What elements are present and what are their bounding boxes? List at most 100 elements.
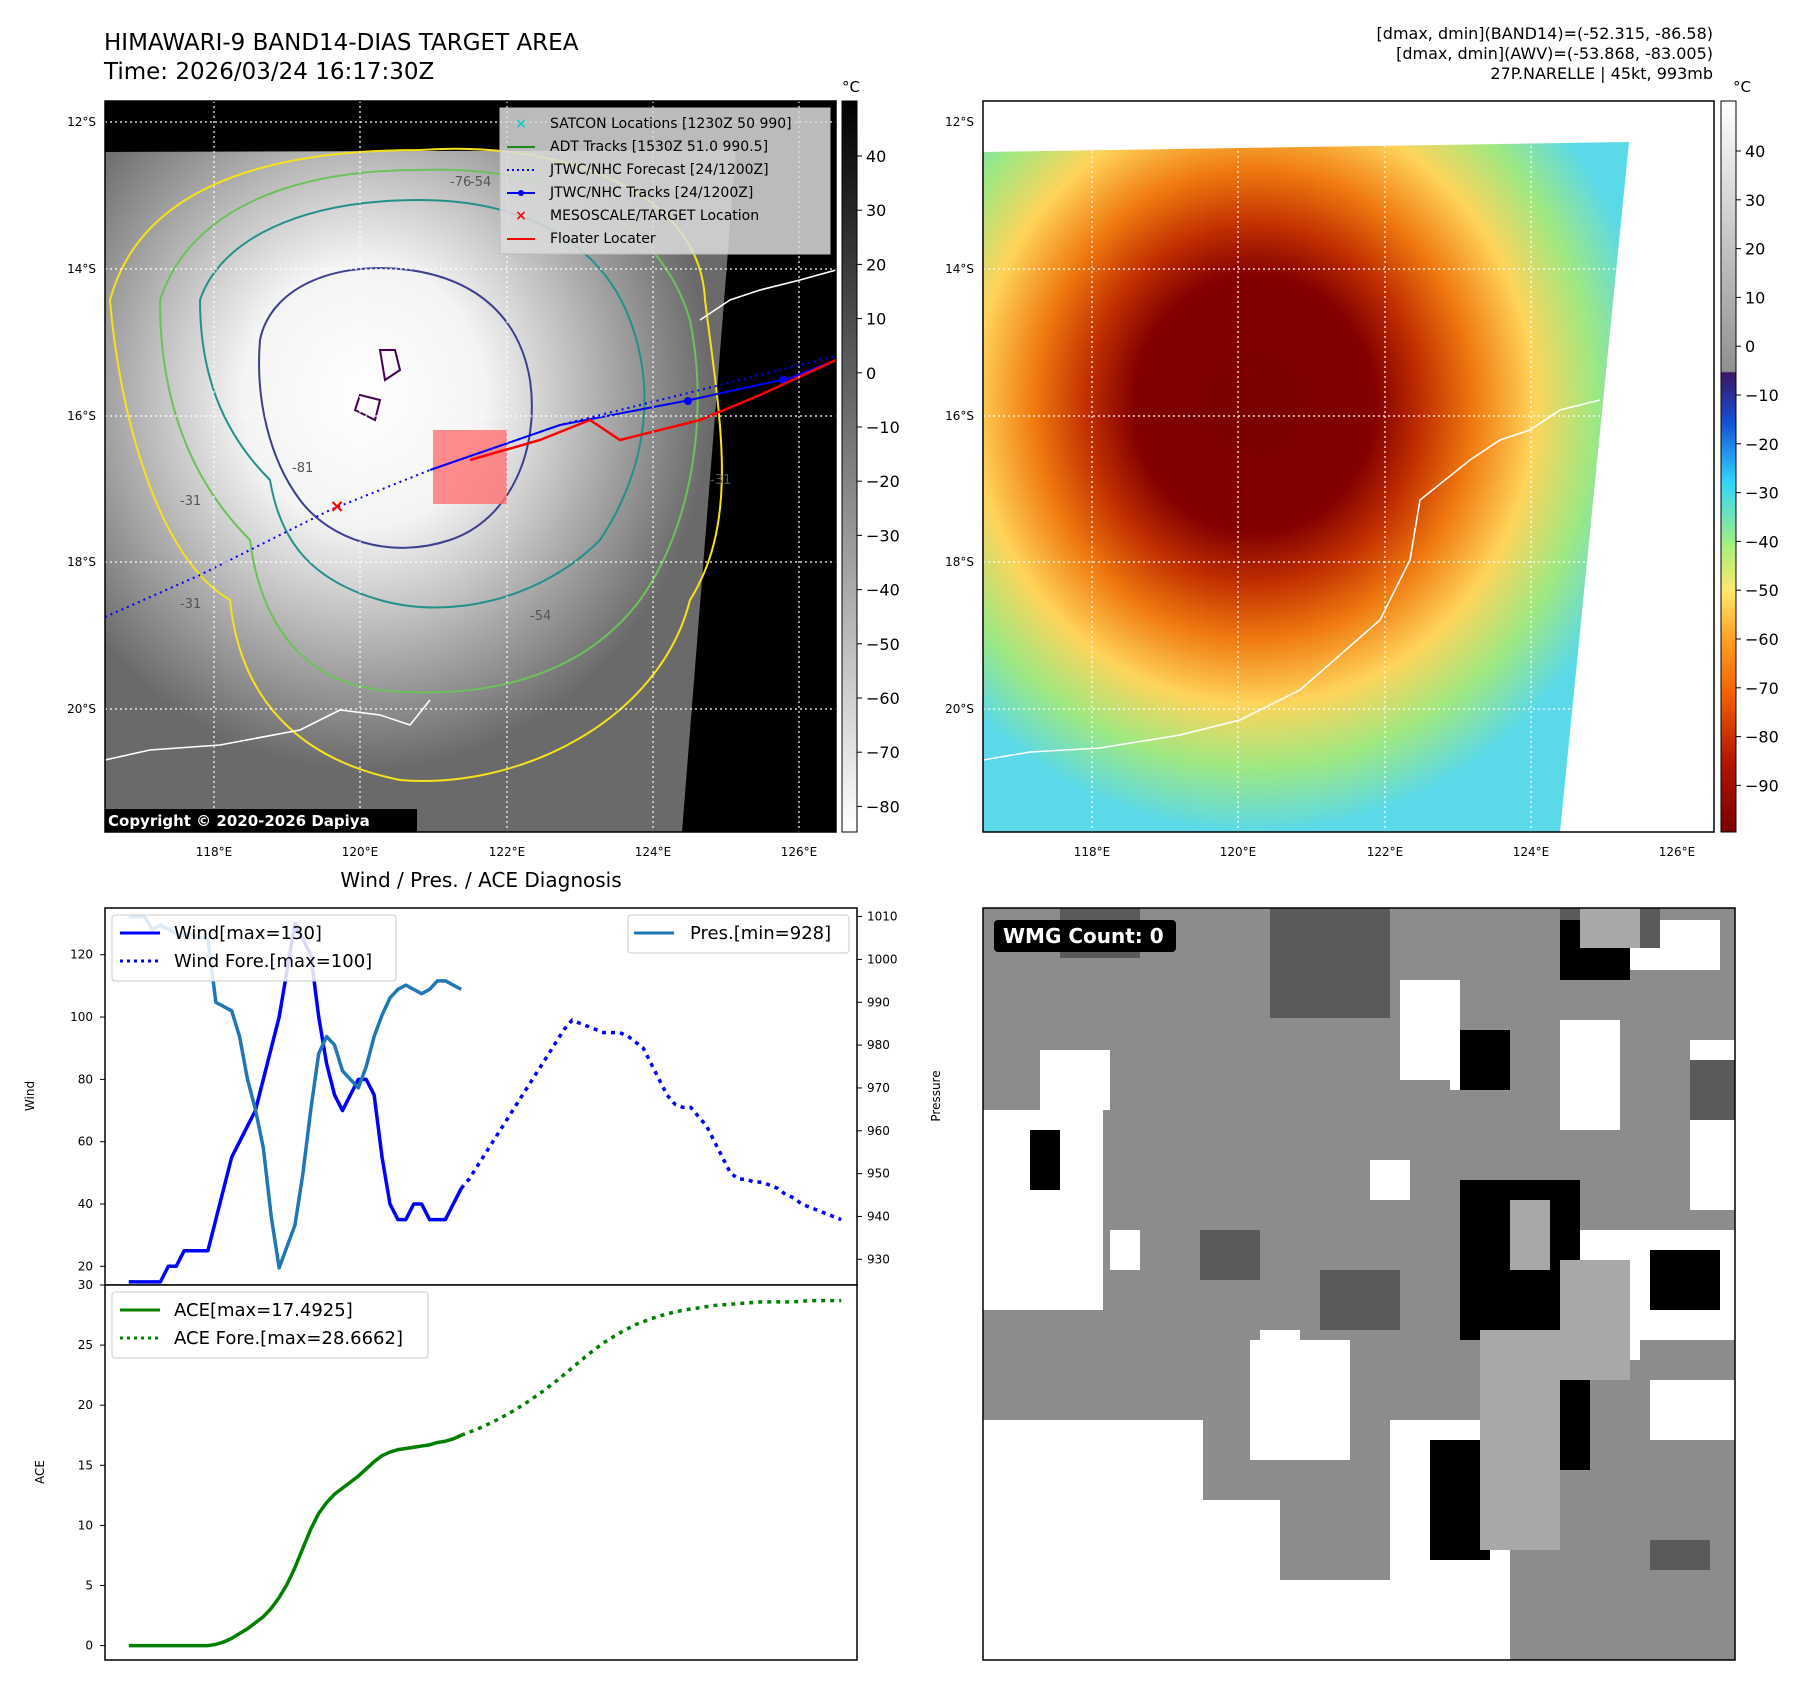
y-tick-label: 60 (78, 1135, 93, 1149)
lat-label: 16°S (67, 409, 96, 423)
wmg-region (1650, 1380, 1735, 1440)
lat-label: 16°S (945, 409, 974, 423)
lat-label: 18°S (67, 555, 96, 569)
wmg-region (1580, 908, 1640, 948)
wmg-count-box (994, 920, 1176, 952)
legend-label: JTWC/NHC Forecast [24/1200Z] (549, 162, 769, 178)
colorbar-tick-label: −90 (1745, 776, 1779, 795)
lon-label: 124°E (635, 845, 672, 859)
lon-label: 124°E (1513, 845, 1550, 859)
legend-label: Wind Fore.[max=100] (174, 951, 372, 972)
contour-mid (158, 168, 699, 694)
colorbar-tick-label: 0 (866, 364, 876, 383)
wmg-count-label: WMG Count: 0 (1003, 924, 1164, 948)
color-map-panel: 12°S 14°S 16°S 18°S 20°S 118°E 120°E 122… (945, 100, 1715, 859)
figure-title: HIMAWARI-9 BAND14-DIAS TARGET AREA (104, 30, 579, 56)
lat-label: 20°S (945, 702, 974, 716)
contour-label: -31 (180, 597, 201, 612)
colorbar-tick-label: −30 (866, 526, 900, 545)
lat-label: 20°S (67, 702, 96, 716)
contour-label: -81 (292, 461, 313, 476)
wmg-region (1030, 1130, 1060, 1190)
lon-label: 126°E (781, 845, 818, 859)
colorbar-tick-label: 30 (866, 201, 886, 220)
wmg-region (1480, 1330, 1560, 1550)
wmg-region (1460, 1030, 1510, 1090)
ace-chart: 0 5 10 15 20 25 30 ACE ACE[max=17.4925] ACE Fo… (33, 1278, 858, 1661)
colorbar-tick-label: −80 (866, 797, 900, 816)
colorbar-tick-label: 20 (1745, 240, 1765, 259)
meta-line-2: [dmax, dmin](AWV)=(-53.868, -83.005) (1396, 44, 1713, 63)
colorbar-unit: °C (1733, 78, 1751, 96)
colorbar-tick-label: 10 (866, 310, 886, 329)
best-track-point (779, 376, 787, 384)
lat-label: 12°S (945, 115, 974, 129)
y2-tick-label: 960 (867, 1124, 890, 1138)
coastline (105, 269, 836, 761)
legend-marker: × (515, 208, 527, 224)
colorbar-tick-label: 10 (1745, 288, 1765, 307)
map-legend: × × SATCON Locations [1230Z 50 990] ADT … (499, 107, 831, 255)
ace-axis-label: ACE (33, 1460, 47, 1484)
legend-label: ADT Tracks [1530Z 51.0 990.5] (550, 139, 768, 155)
y2-tick-label: 1000 (867, 952, 898, 966)
wind-legend: Wind[max=130] Wind Fore.[max=100] (111, 914, 397, 982)
legend-label: SATCON Locations [1230Z 50 990] (550, 116, 792, 132)
colorbar-tick-label: −40 (1745, 532, 1779, 551)
y-tick-label: 5 (85, 1578, 93, 1592)
lon-label: 122°E (1367, 845, 1404, 859)
colorbar-tick-label: 40 (1745, 142, 1765, 161)
contour-label: -31 (180, 494, 201, 509)
pressure-axis-label: Pressure (929, 1070, 943, 1121)
lon-label: 120°E (1220, 845, 1257, 859)
wmg-region (1110, 1230, 1140, 1270)
lat-label: 14°S (67, 262, 96, 276)
colorbar-tick-label: −40 (866, 581, 900, 600)
legend-label: JTWC/NHC Tracks [24/1200Z] (549, 185, 753, 201)
legend-label: MESOSCALE/TARGET Location (550, 208, 759, 224)
wmg-region (1370, 1160, 1410, 1200)
y2-tick-label: 990 (867, 995, 890, 1009)
colorbar-unit: °C (842, 78, 860, 96)
copyright-box (105, 809, 417, 832)
copyright-text: Copyright © 2020-2026 Dapiya (108, 812, 370, 830)
legend-label: Wind[max=130] (174, 923, 322, 944)
lon-label: 120°E (342, 845, 379, 859)
lat-label: 12°S (67, 115, 96, 129)
wmg-region (1040, 1050, 1110, 1110)
y-tick-label: 15 (78, 1458, 93, 1472)
target-marker: × (329, 496, 344, 517)
colorbar-tick-label: −80 (1745, 728, 1779, 747)
ace-legend: ACE[max=17.4925] ACE Fore.[max=28.6662] (111, 1291, 429, 1359)
colorbar-tick-label: −50 (866, 635, 900, 654)
pressure-legend: Pres.[min=928] (627, 914, 850, 954)
wmg-region (1270, 908, 1390, 1018)
y-tick-label: 100 (70, 1010, 93, 1024)
wind-pressure-chart: 20 40 60 80 100 120 930 940 950 960 970 980 990 1000… (23, 907, 943, 1286)
meta-line-1: [dmax, dmin](BAND14)=(-52.315, -86.58) (1377, 24, 1713, 43)
wmg-region (1260, 1330, 1300, 1370)
y-tick-label: 25 (78, 1338, 93, 1352)
colorbar-tick-label: −60 (866, 689, 900, 708)
contour-labels: -31 -54 -76 -81 -31 -54 -31 (180, 175, 731, 624)
lon-label: 118°E (196, 845, 233, 859)
forecast-track (105, 355, 836, 618)
y-tick-label: 20 (78, 1259, 93, 1273)
contour-label: -76 (450, 175, 471, 190)
series-line-wind-fore- (459, 1018, 842, 1222)
colorbar-tick-label: −20 (1745, 435, 1779, 454)
best-track-point (684, 397, 692, 405)
y2-tick-label: 940 (867, 1209, 890, 1223)
lat-label: 14°S (945, 262, 974, 276)
target-box (433, 430, 507, 504)
colorbar-tick-label: −10 (866, 418, 900, 437)
legend-label: ACE[max=17.4925] (174, 1300, 353, 1321)
y-tick-label: 20 (78, 1398, 93, 1412)
contour-colder (258, 267, 533, 549)
colorbar-tick-label: −70 (1745, 679, 1779, 698)
y2-tick-label: 930 (867, 1252, 890, 1266)
colorbar-tick-label: −70 (866, 743, 900, 762)
colorbar-tick-label: −30 (1745, 484, 1779, 503)
y-tick-label: 10 (78, 1518, 93, 1532)
lon-label: 126°E (1659, 845, 1696, 859)
